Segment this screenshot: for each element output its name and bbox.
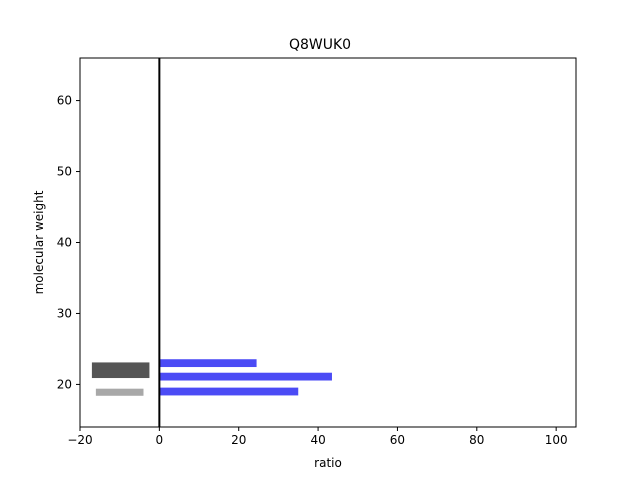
y-tick-label: 40 bbox=[57, 236, 72, 250]
x-tick-label: 60 bbox=[390, 433, 405, 447]
x-tick-label: −20 bbox=[67, 433, 92, 447]
bar-series-2-0 bbox=[95, 388, 144, 396]
x-tick-label: 80 bbox=[469, 433, 484, 447]
y-tick-label: 50 bbox=[57, 165, 72, 179]
bar-series-0-2 bbox=[159, 387, 299, 396]
x-tick-label: 20 bbox=[231, 433, 246, 447]
bar-series-0-0 bbox=[159, 359, 257, 368]
bar-series-0-1 bbox=[159, 372, 332, 381]
y-tick-label: 60 bbox=[57, 94, 72, 108]
y-axis-label: molecular weight bbox=[32, 190, 46, 294]
x-axis-label: ratio bbox=[314, 456, 342, 470]
x-tick-label: 40 bbox=[310, 433, 325, 447]
y-tick-label: 30 bbox=[57, 306, 72, 320]
y-axis: 20 30 40 50 60 bbox=[57, 94, 80, 391]
bars-layer bbox=[91, 359, 332, 396]
x-axis: −20 0 20 40 60 80 100 bbox=[67, 427, 568, 447]
y-tick-label: 20 bbox=[57, 377, 72, 391]
bar-series-1-0 bbox=[91, 362, 150, 379]
x-tick-label: 0 bbox=[156, 433, 164, 447]
plot-area bbox=[80, 58, 576, 427]
x-tick-label: 100 bbox=[545, 433, 568, 447]
chart-title: Q8WUK0 bbox=[289, 37, 351, 53]
